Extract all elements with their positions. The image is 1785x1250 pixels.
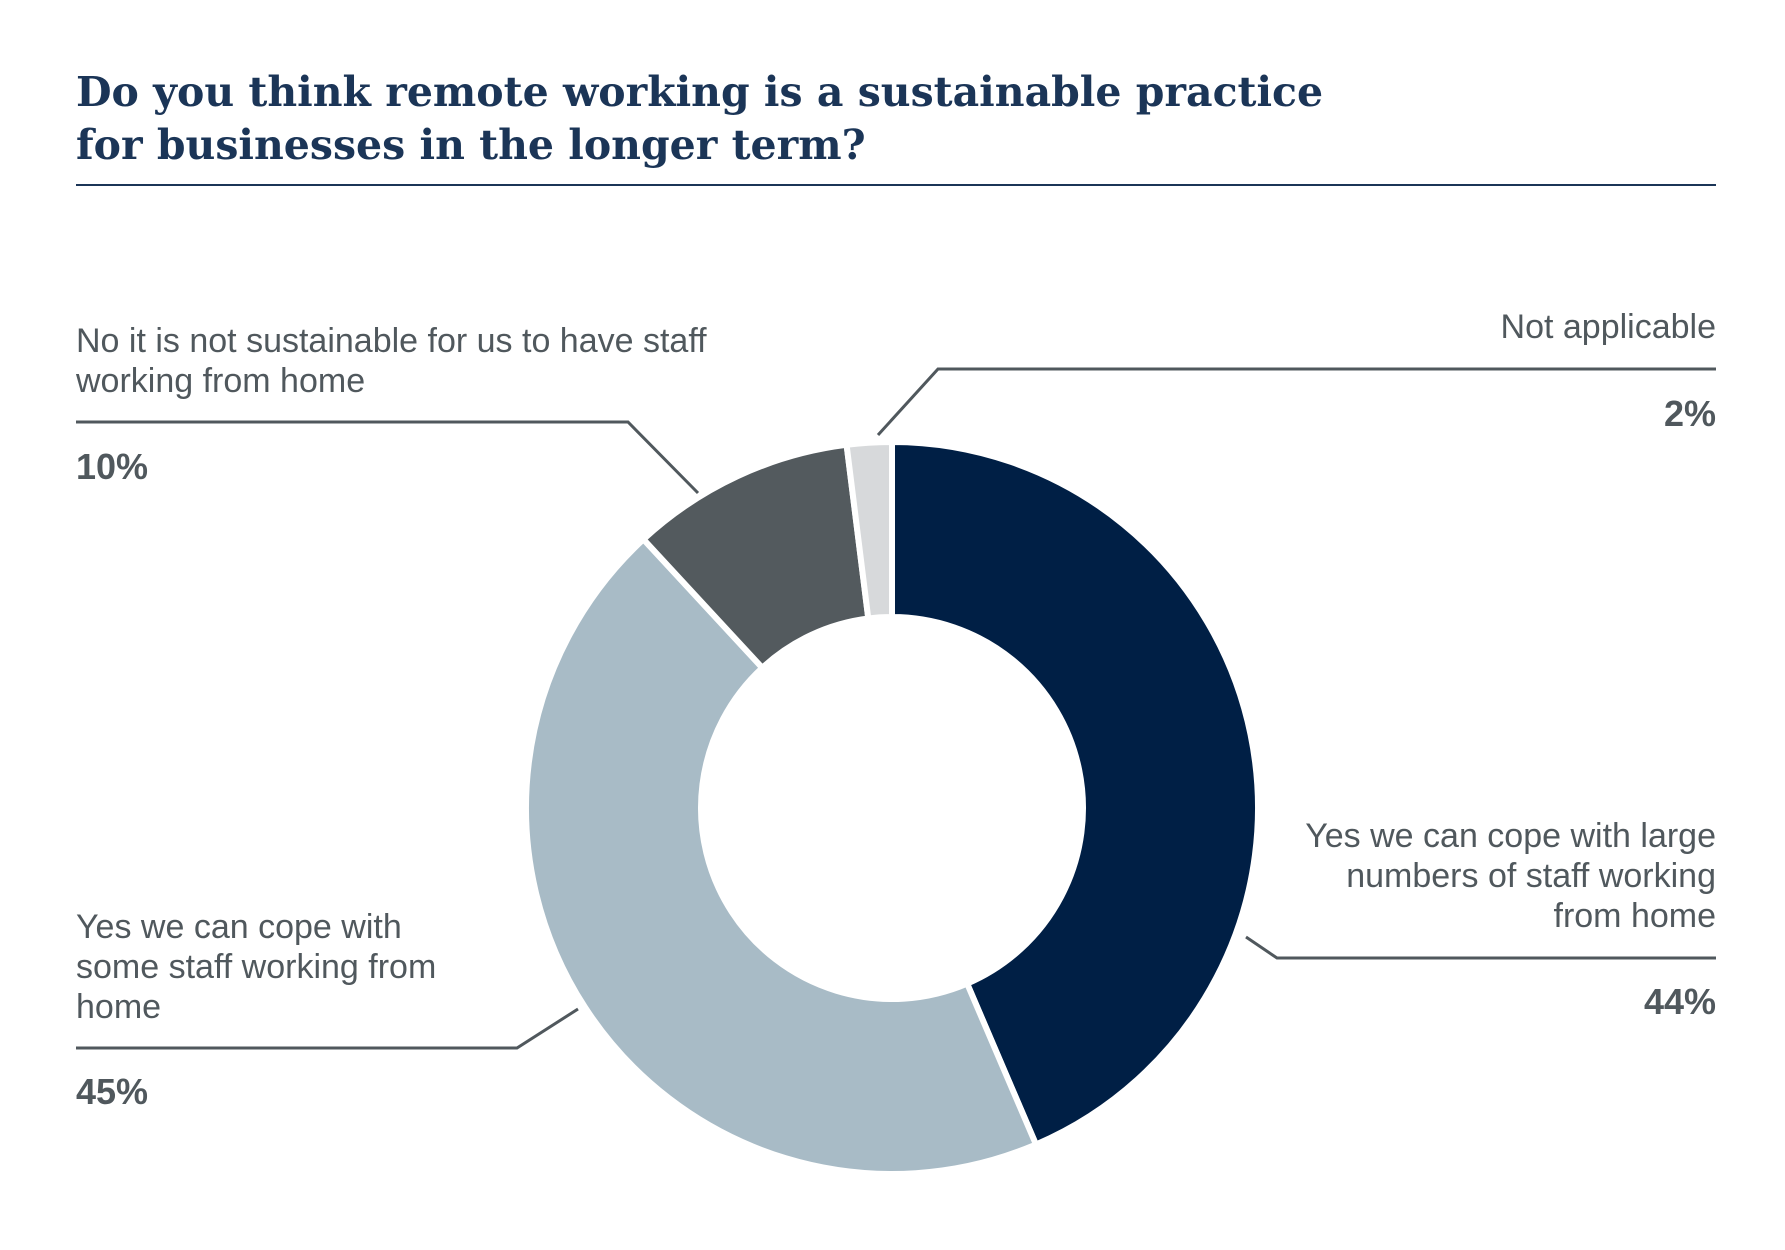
percent-not-sustainable: 10%	[76, 446, 149, 487]
chart-title: Do you think remote working is a sustain…	[76, 68, 1324, 169]
leader-line-not-applicable	[876, 367, 1716, 437]
slice-large-numbers	[889, 438, 1261, 1149]
leader-line-not-sustainable	[76, 420, 700, 495]
slice-not-applicable	[843, 438, 895, 622]
slice-some-staff	[523, 535, 1040, 1177]
leader-line-large-numbers	[1245, 935, 1716, 960]
label-not-applicable: Not applicable	[1500, 308, 1716, 346]
label-large-numbers: Yes we can cope with large numbers of st…	[1305, 817, 1716, 935]
percent-not-applicable: 2%	[1663, 393, 1716, 434]
leader-line-some-staff	[76, 1007, 579, 1050]
label-not-sustainable: No it is not sustainable for us to have …	[76, 322, 707, 400]
title-divider	[76, 184, 1716, 186]
label-some-staff: Yes we can cope with some staff working …	[76, 908, 437, 1026]
percent-large-numbers: 44%	[1643, 981, 1716, 1022]
percent-some-staff: 45%	[76, 1071, 149, 1112]
